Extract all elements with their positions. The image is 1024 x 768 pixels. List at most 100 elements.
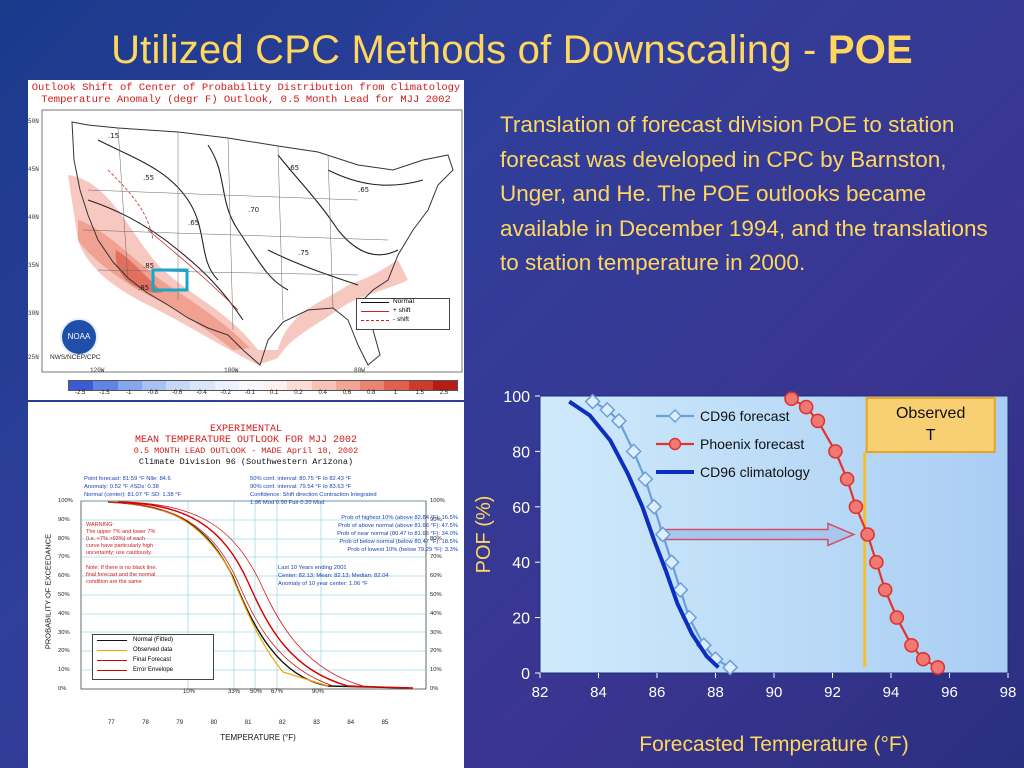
ytick-label: 100%: [430, 498, 445, 504]
scale-label: -2.5: [74, 390, 86, 396]
ytick-label: 50%: [58, 592, 70, 598]
ytick-label: 30%: [430, 629, 442, 636]
svg-text:.85: .85: [138, 284, 149, 292]
svg-text:.70: .70: [248, 206, 259, 214]
xtick-label: 84: [347, 720, 355, 726]
scale-swatch: [384, 381, 409, 390]
x-tick-label: 84: [590, 684, 607, 701]
scale-swatch: [432, 381, 457, 390]
scale-swatch: [360, 381, 385, 390]
phoenix-point: [810, 413, 826, 429]
outlook-svg: [80, 500, 427, 690]
x-tick-label: 96: [941, 684, 958, 701]
x-tick-label: 94: [883, 684, 900, 701]
outlook-title-2: MEAN TEMPERATURE OUTLOOK FOR MJJ 2002: [134, 435, 358, 446]
confidence-box: 50% conf. interval: 80.75 °F to 82.43 °F…: [250, 476, 377, 506]
scale-swatch: [69, 381, 94, 390]
y-tick-label: 60: [512, 500, 530, 517]
ytick-label: 20%: [58, 648, 70, 655]
ytick-label: 20%: [430, 648, 442, 655]
phoenix-point: [930, 660, 946, 675]
phoenix-point: [915, 651, 931, 667]
outlook-title-3: 0.5 MONTH LEAD OUTLOOK - MADE April 18, …: [133, 446, 359, 456]
percentile-marker: 67%: [271, 689, 284, 695]
scale-swatch: [214, 381, 239, 390]
slide-title: Utilized CPC Methods of Downscaling - PO…: [111, 28, 913, 72]
svg-text:.15: .15: [108, 132, 119, 140]
xtick-label: 81: [244, 720, 252, 726]
scale-swatch: [335, 381, 360, 390]
xtick-label: 85: [381, 720, 389, 726]
phoenix-point: [848, 499, 864, 515]
scale-label: 0.4: [318, 390, 327, 396]
ytick-label: 10%: [58, 667, 70, 674]
scale-label: 1.5: [415, 390, 424, 396]
lon-label: 120W: [90, 367, 105, 374]
noaa-logo: NOAA: [60, 318, 98, 356]
scale-label: -1: [125, 390, 132, 396]
scale-label: -0.4: [196, 390, 207, 396]
scale-label: 0.1: [269, 390, 279, 396]
outlook-xlabel: TEMPERATURE (°F): [220, 733, 296, 742]
phoenix-point: [869, 554, 884, 570]
scale-label: -0.6: [171, 390, 183, 396]
scale-swatch: [93, 381, 118, 390]
ytick-label: 80%: [430, 535, 442, 542]
scale-label: 0.6: [342, 390, 352, 396]
ytick-label: 100%: [58, 498, 73, 504]
xtick-label: 82: [279, 720, 286, 726]
y-axis-label: POF (%): [473, 496, 495, 574]
svg-text:.85: .85: [143, 262, 154, 270]
lon-label: 100W: [224, 367, 239, 374]
observed-box: [865, 397, 996, 453]
legend-plus-shift: + shift: [393, 307, 411, 314]
legend-label: Phoenix forecast: [700, 436, 804, 452]
agency-label: NWS/NCEP/CPC: [50, 354, 101, 361]
outlook-subtitle: Climate Division 96 (Southwestern Arizon…: [138, 457, 354, 467]
note-box: Note: If there is no black line, final fo…: [86, 565, 157, 585]
ytick-label: 40%: [58, 610, 70, 617]
map-svg: .15 .55 .65 .65 .65 .70 .75 .85 .85: [41, 109, 463, 373]
x-tick-label: 98: [1000, 684, 1017, 701]
outlook-legend: Normal (Fitted) Observed data Final Fore…: [92, 634, 214, 680]
phoenix-point: [828, 444, 843, 459]
percentile-marker: 10%: [183, 689, 196, 695]
legend-label: CD96 forecast: [700, 408, 790, 424]
ytick-label: 40%: [430, 610, 442, 617]
legend-normal: Normal: [393, 298, 414, 305]
y-tick-label: 20: [512, 611, 530, 628]
x-tick-label: 88: [707, 684, 724, 701]
lat-label: 40N: [28, 214, 39, 221]
x-tick-label: 90: [766, 684, 783, 701]
ytick-label: 80%: [58, 535, 70, 542]
ytick-label: 70%: [430, 554, 442, 561]
ytick-label: 50%: [430, 592, 442, 598]
xtick-label: 79: [176, 720, 184, 726]
scale-swatch: [117, 381, 142, 390]
cd96-point: [625, 443, 642, 460]
xtick-label: 77: [108, 720, 115, 726]
phoenix-point: [860, 527, 875, 542]
cd96-point: [654, 526, 671, 543]
scale-swatch: [263, 381, 288, 390]
map-legend: Normal + shift - shift: [356, 298, 450, 330]
scale-label: 0.2: [294, 390, 303, 396]
cd96-point: [599, 401, 616, 418]
lat-label: 35N: [28, 262, 39, 269]
svg-text:.65: .65: [358, 186, 369, 194]
outlook-ylabel: PROBABILITY OF EXCEEDANCE: [43, 533, 53, 650]
warning-box: WARNING: The upper 7% and lower 7% (i.e. <…: [86, 522, 156, 556]
xtick-label: 78: [142, 720, 149, 726]
phoenix-point: [904, 637, 919, 653]
cd96-point: [672, 581, 689, 598]
scale-swatch: [408, 381, 433, 390]
y-tick-label: 80: [512, 444, 530, 461]
lon-label: 80W: [354, 367, 365, 374]
lat-label: 45N: [28, 166, 39, 173]
svg-text:.65: .65: [288, 164, 299, 172]
poe-chart: 0 20 40 60 80 100 82 84 86 88 90 92 94 96 98 POF (%) For…: [473, 389, 1017, 756]
outlook-title-1: EXPERIMENTAL: [209, 424, 282, 435]
svg-text:.55: .55: [143, 174, 154, 182]
phoenix-point: [798, 399, 814, 415]
y-tick-label: 0: [521, 666, 530, 683]
